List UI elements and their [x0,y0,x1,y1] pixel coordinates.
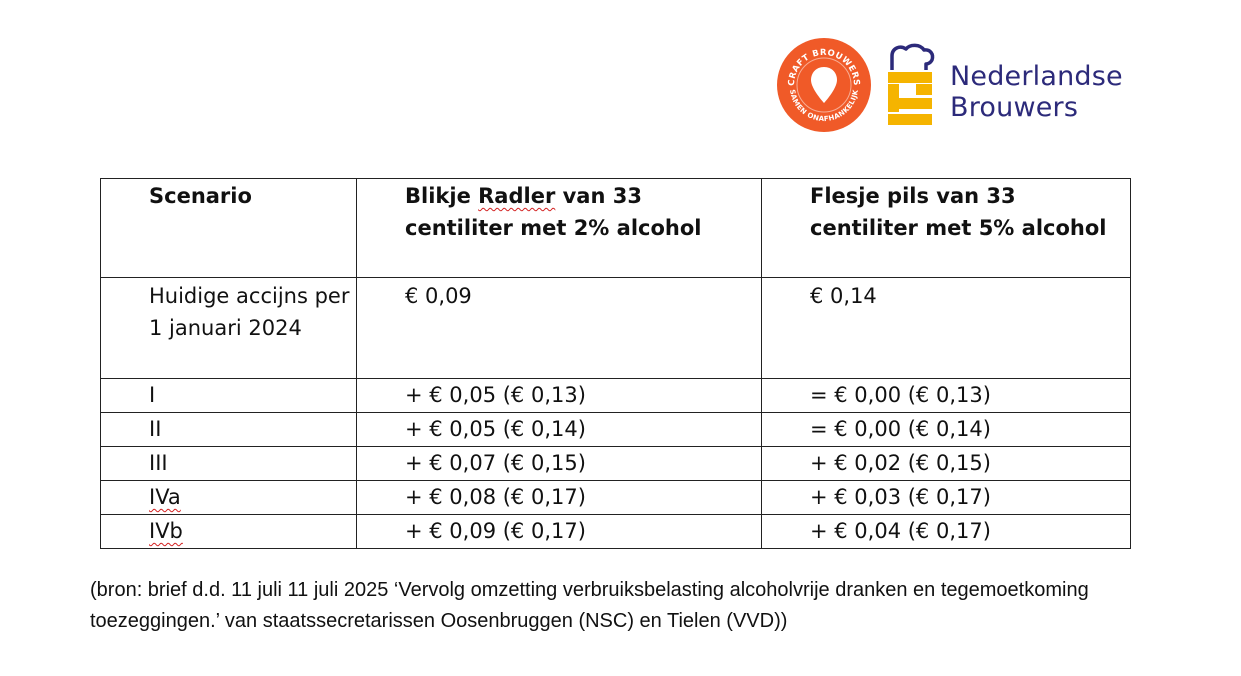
excise-scenario-table: Scenario Blikje Radler van 33 centiliter… [100,178,1131,549]
radler-cell: + € 0,08 (€ 0,17) [356,480,762,515]
header-radler-text-1: Blikje [405,184,479,208]
header-scenario: Scenario [100,178,357,278]
scenario-cell: I [100,378,357,413]
table-row: II + € 0,05 (€ 0,14) = € 0,00 (€ 0,14) [100,412,1131,447]
radler-cell: + € 0,07 (€ 0,15) [356,446,762,481]
scenario-cell: III [100,446,357,481]
radler-cell: + € 0,09 (€ 0,17) [356,514,762,549]
header-radler-text-2: van 33 centiliter met 2% alcohol [405,184,702,240]
header-pils: Flesje pils van 33 centiliter met 5% alc… [761,178,1131,278]
pils-cell: = € 0,00 (€ 0,13) [761,378,1131,413]
header-radler: Blikje Radler van 33 centiliter met 2% a… [356,178,762,278]
table-row: I + € 0,05 (€ 0,13) = € 0,00 (€ 0,13) [100,378,1131,413]
craft-brouwers-logo: CRAFT BROUWERS SAMEN ONAFHANKELIJK [777,38,871,132]
wordmark-line-1: Nederlandse [950,61,1123,92]
table-row: III + € 0,07 (€ 0,15) + € 0,02 (€ 0,15) [100,446,1131,481]
current-radler: € 0,09 [356,277,762,379]
pils-cell: + € 0,02 (€ 0,15) [761,446,1131,481]
pils-cell: + € 0,04 (€ 0,17) [761,514,1131,549]
pils-cell: = € 0,00 (€ 0,14) [761,412,1131,447]
scenario-cell: IVb [100,514,357,549]
table-row: IVb + € 0,09 (€ 0,17) + € 0,04 (€ 0,17) [100,514,1131,549]
scenario-spellcheck-word: IVa [149,485,181,509]
scenario-spellcheck-word: IVb [149,519,183,543]
current-label: Huidige accijns per 1 januari 2024 [100,277,357,379]
nederlandse-brouwers-logo [888,43,935,125]
wordmark-line-2: Brouwers [950,92,1079,123]
scenario-cell: IVa [100,480,357,515]
nederlandse-brouwers-wordmark: Nederlandse Brouwers [950,61,1123,123]
radler-cell: + € 0,05 (€ 0,14) [356,412,762,447]
header-radler-spellcheck-word: Radler [478,184,556,208]
source-note: (bron: brief d.d. 11 juli 11 juli 2025 ‘… [90,579,1089,632]
radler-cell: + € 0,05 (€ 0,13) [356,378,762,413]
brewers-hat-icon [890,43,935,70]
current-pils: € 0,14 [761,277,1131,379]
scenario-cell: II [100,412,357,447]
table-row: IVa + € 0,08 (€ 0,17) + € 0,03 (€ 0,17) [100,480,1131,515]
table-row-current: Huidige accijns per 1 januari 2024 € 0,0… [100,277,1131,379]
pils-cell: + € 0,03 (€ 0,17) [761,480,1131,515]
table-header-row: Scenario Blikje Radler van 33 centiliter… [100,178,1131,278]
location-pin-icon [811,67,837,103]
